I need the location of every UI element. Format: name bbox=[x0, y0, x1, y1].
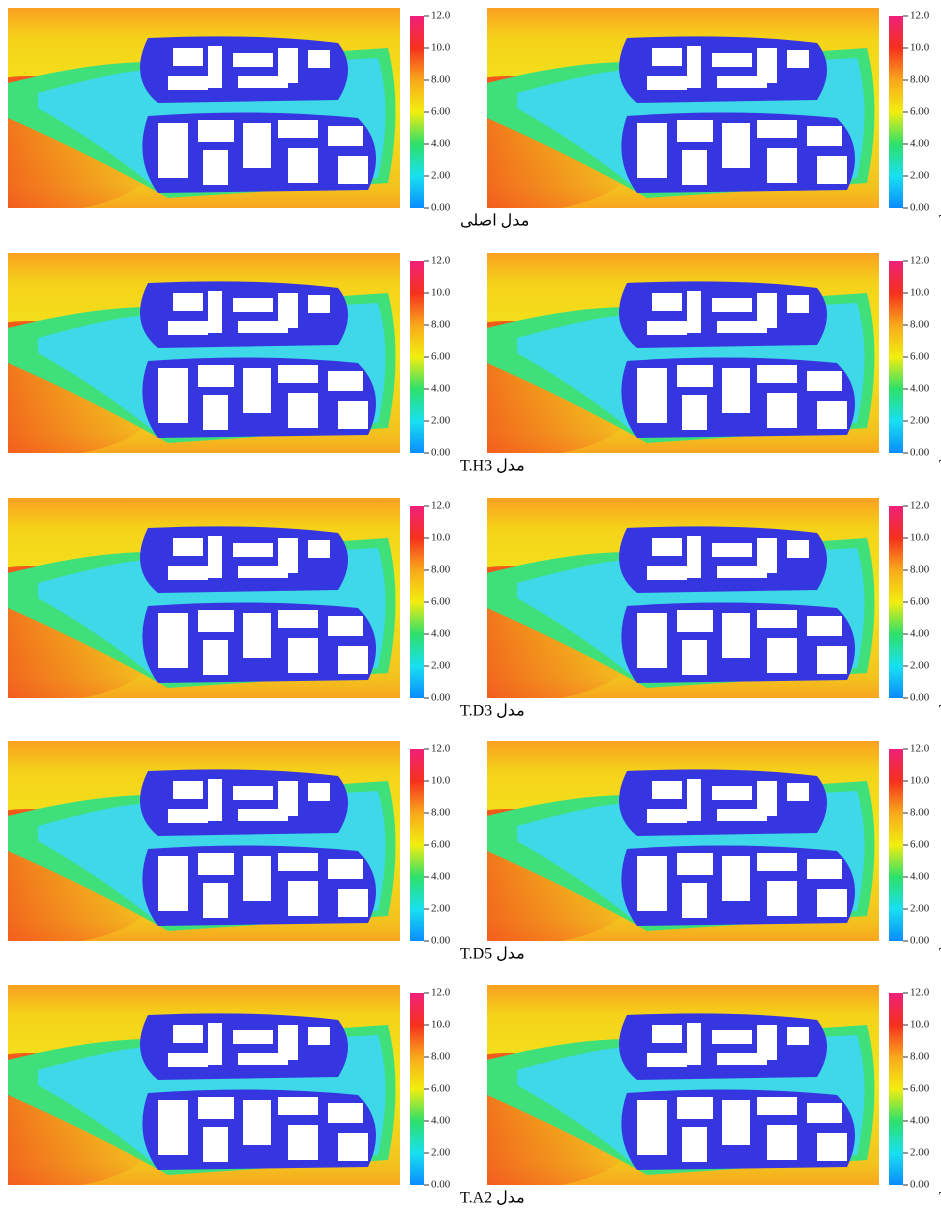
colorbar-tick-label: 4.00 bbox=[910, 628, 930, 640]
panel-caption: مدل اصلی bbox=[460, 213, 529, 230]
flow-field-image bbox=[0, 985, 400, 1190]
colorbar-tick-label: 4.00 bbox=[910, 1115, 930, 1127]
colorbar-tick-label: 4.00 bbox=[431, 628, 451, 640]
colorbar-tick-label: 8.00 bbox=[431, 564, 451, 576]
colorbar-tick-label: 4.00 bbox=[431, 138, 451, 150]
colorbar-tick-label: 8.00 bbox=[431, 1051, 451, 1063]
flow-field-image bbox=[377, 498, 879, 703]
panel-caption: مدل T.D3 bbox=[460, 703, 525, 720]
colorbar-tick-label: 6.00 bbox=[910, 839, 930, 851]
colorbar-tick-label: 6.00 bbox=[431, 839, 451, 851]
panel-caption: مدل T.H3 bbox=[460, 458, 525, 475]
flow-field-image bbox=[377, 253, 879, 458]
colorbar-tick-label: 8.00 bbox=[910, 319, 930, 331]
colorbar-tick-label: 12.0 bbox=[910, 255, 930, 267]
colorbar-tick-label: 10.0 bbox=[910, 287, 930, 299]
colorbar-tick-label: 10.0 bbox=[431, 42, 451, 54]
colorbar-tick-label: 10.0 bbox=[431, 775, 451, 787]
colorbar-tick-label: 0.00 bbox=[431, 692, 451, 704]
colorbar-tick-label: 0.00 bbox=[431, 1179, 451, 1191]
colorbar-tick-label: 4.00 bbox=[910, 383, 930, 395]
colorbar-tick-label: 0.00 bbox=[431, 447, 451, 459]
colorbar-tick-label: 0.00 bbox=[910, 692, 930, 704]
colorbar bbox=[889, 16, 903, 208]
colorbar-tick-label: 12.0 bbox=[431, 743, 451, 755]
flow-field-image bbox=[377, 985, 879, 1190]
colorbar-tick-label: 2.00 bbox=[431, 1147, 451, 1159]
colorbar-tick-label: 8.00 bbox=[431, 807, 451, 819]
colorbar-tick-label: 2.00 bbox=[910, 170, 930, 182]
flow-field-image bbox=[0, 8, 400, 213]
colorbar-tick-label: 6.00 bbox=[431, 351, 451, 363]
colorbar-tick-label: 8.00 bbox=[431, 74, 451, 86]
colorbar-tick-label: 8.00 bbox=[910, 807, 930, 819]
colorbar-tick-label: 10.0 bbox=[431, 532, 451, 544]
colorbar-tick-label: 10.0 bbox=[910, 42, 930, 54]
colorbar-tick-label: 0.00 bbox=[910, 935, 930, 947]
colorbar-tick-label: 2.00 bbox=[431, 903, 451, 915]
colorbar-tick-label: 2.00 bbox=[910, 660, 930, 672]
colorbar-tick-label: 0.00 bbox=[910, 447, 930, 459]
colorbar bbox=[889, 261, 903, 453]
colorbar-tick-label: 4.00 bbox=[431, 383, 451, 395]
colorbar-tick-label: 6.00 bbox=[910, 1083, 930, 1095]
colorbar-tick-label: 2.00 bbox=[910, 415, 930, 427]
colorbar bbox=[889, 993, 903, 1185]
colorbar-tick-label: 2.00 bbox=[431, 170, 451, 182]
colorbar-tick-label: 12.0 bbox=[431, 255, 451, 267]
colorbar-tick-label: 12.0 bbox=[910, 987, 930, 999]
colorbar bbox=[410, 749, 424, 941]
colorbar-tick-label: 2.00 bbox=[910, 1147, 930, 1159]
colorbar-tick-label: 0.00 bbox=[431, 202, 451, 214]
colorbar bbox=[889, 749, 903, 941]
colorbar bbox=[410, 993, 424, 1185]
colorbar-tick-label: 10.0 bbox=[431, 1019, 451, 1031]
colorbar-tick-label: 0.00 bbox=[910, 202, 930, 214]
flow-field-image bbox=[0, 498, 400, 703]
flow-field-image bbox=[377, 8, 879, 213]
colorbar-tick-label: 6.00 bbox=[431, 1083, 451, 1095]
colorbar-tick-label: 10.0 bbox=[431, 287, 451, 299]
flow-field-image bbox=[0, 741, 400, 946]
colorbar-tick-label: 10.0 bbox=[910, 1019, 930, 1031]
colorbar bbox=[889, 506, 903, 698]
colorbar-tick-label: 6.00 bbox=[910, 106, 930, 118]
colorbar-tick-label: 6.00 bbox=[910, 351, 930, 363]
colorbar bbox=[410, 261, 424, 453]
colorbar bbox=[410, 16, 424, 208]
colorbar-tick-label: 10.0 bbox=[910, 775, 930, 787]
colorbar-tick-label: 12.0 bbox=[431, 500, 451, 512]
colorbar-tick-label: 2.00 bbox=[431, 415, 451, 427]
colorbar-tick-label: 6.00 bbox=[431, 106, 451, 118]
colorbar-tick-label: 2.00 bbox=[431, 660, 451, 672]
colorbar-tick-label: 4.00 bbox=[431, 871, 451, 883]
colorbar-tick-label: 2.00 bbox=[910, 903, 930, 915]
colorbar-tick-label: 4.00 bbox=[910, 138, 930, 150]
colorbar-tick-label: 6.00 bbox=[431, 596, 451, 608]
colorbar-tick-label: 12.0 bbox=[910, 500, 930, 512]
colorbar-tick-label: 8.00 bbox=[431, 319, 451, 331]
colorbar-tick-label: 4.00 bbox=[910, 871, 930, 883]
colorbar-tick-label: 12.0 bbox=[910, 743, 930, 755]
colorbar-tick-label: 8.00 bbox=[910, 74, 930, 86]
panel-caption: مدل T.A2 bbox=[460, 1190, 525, 1207]
colorbar-tick-label: 4.00 bbox=[431, 1115, 451, 1127]
colorbar-tick-label: 12.0 bbox=[910, 10, 930, 22]
panel-caption: مدل T.D5 bbox=[460, 946, 525, 963]
colorbar-tick-label: 8.00 bbox=[910, 564, 930, 576]
colorbar-tick-label: 0.00 bbox=[431, 935, 451, 947]
flow-field-image bbox=[377, 741, 879, 946]
colorbar-tick-label: 10.0 bbox=[910, 532, 930, 544]
colorbar-tick-label: 6.00 bbox=[910, 596, 930, 608]
colorbar-tick-label: 12.0 bbox=[431, 987, 451, 999]
colorbar-tick-label: 12.0 bbox=[431, 10, 451, 22]
colorbar-tick-label: 8.00 bbox=[910, 1051, 930, 1063]
flow-field-image bbox=[0, 253, 400, 458]
figure: 0.00 2.00 4.00 6.00 8.00 10.0 12.0 مدل اصلی 0.00… bbox=[0, 0, 941, 1221]
colorbar-tick-label: 0.00 bbox=[910, 1179, 930, 1191]
colorbar bbox=[410, 506, 424, 698]
